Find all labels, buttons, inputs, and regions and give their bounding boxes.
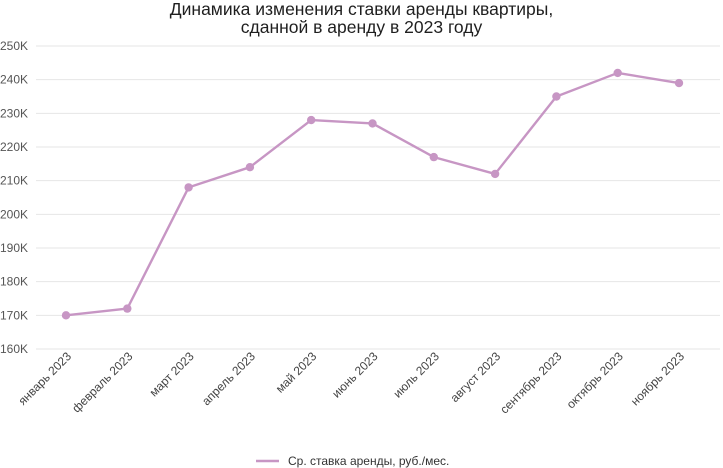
data-point [429,152,438,162]
y-tick-label: 170K [0,308,28,322]
chart-title-line-1: Динамика изменения ставки аренды квартир… [169,0,554,19]
chart-title-line-2: сданной в аренду в 2023 году [240,17,483,37]
data-point [61,311,71,320]
legend-label: Ср. ставка аренды, руб./мес. [288,454,449,468]
x-tick-label: сентябрь 2023 [497,349,564,416]
y-tick-label: 250K [0,39,28,53]
y-tick-label: 220K [0,140,28,154]
x-tick-label: октябрь 2023 [564,349,626,411]
x-tick-label: апрель 2023 [199,349,258,408]
x-tick-label: январь 2023 [15,349,74,408]
x-tick-label: ноябрь 2023 [628,349,687,408]
x-tick-label: июнь 2023 [329,349,381,401]
x-tick-label: июль 2023 [390,349,442,401]
series-line [65,71,680,317]
data-point [674,78,684,88]
y-tick-label: 210K [0,174,28,188]
y-tick-label: 190K [0,241,28,255]
gridlines [36,45,720,350]
data-point [184,183,193,192]
chart-title: Динамика изменения ставки аренды квартир… [0,0,723,36]
data-point [490,169,500,179]
data-point [552,92,561,101]
y-tick-label: 230K [0,106,28,120]
series-group [61,68,684,320]
y-tick-label: 160K [0,342,28,356]
data-point [245,163,255,172]
legend: Ср. ставка аренды, руб./мес. [256,454,449,468]
x-tick-label: август 2023 [447,349,503,405]
x-tick-label: март 2023 [147,349,197,399]
data-point [123,304,132,313]
y-tick-label: 240K [0,73,28,87]
y-axis-ticks: 250K 240K 230K 220K 210K 200K 190K 180K 170K 160K [0,39,28,356]
x-tick-label: февраль 2023 [69,349,135,415]
x-tick-label: май 2023 [273,349,320,396]
data-point [368,119,377,128]
data-point [613,68,622,78]
y-tick-label: 180K [0,275,28,289]
data-point [307,115,316,125]
y-tick-label: 200K [0,207,28,221]
